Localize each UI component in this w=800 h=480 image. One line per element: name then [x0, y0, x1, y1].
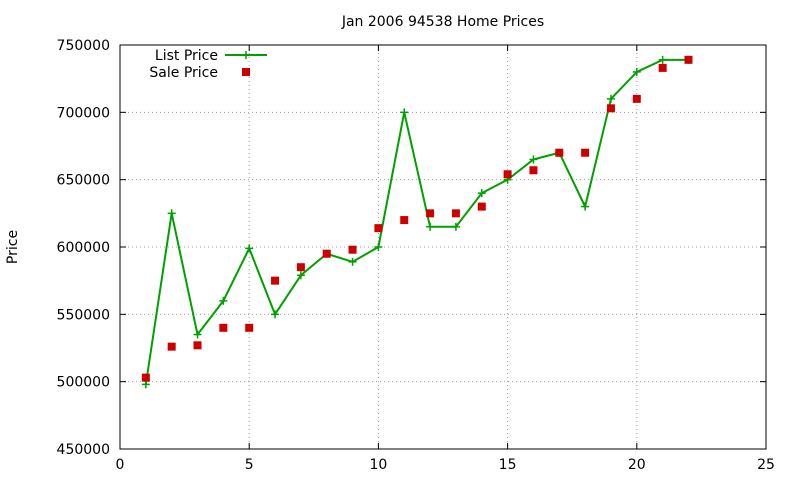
sale-price-point [167, 342, 176, 351]
list-price-point [193, 330, 202, 339]
series-layer [141, 55, 693, 389]
list-price-point [167, 209, 176, 218]
x-tick-label: 25 [757, 457, 775, 473]
grid [120, 45, 766, 449]
y-tick-label: 450000 [57, 442, 110, 458]
list-price-point [658, 55, 667, 64]
sale-price-point [426, 209, 435, 218]
x-tick-label: 20 [628, 457, 646, 473]
list-price-point [219, 296, 228, 305]
sale-price-point [245, 323, 254, 332]
legend-sample-point [242, 51, 250, 59]
legend-label: Sale Price [149, 65, 218, 81]
sale-price-point [348, 245, 357, 254]
sale-price-point [322, 249, 331, 258]
x-tick-label: 0 [116, 457, 125, 473]
list-price-point [451, 222, 460, 231]
sale-price-point [503, 170, 512, 179]
list-price-point [581, 202, 590, 211]
list-price-point [529, 155, 538, 164]
list-price-line [144, 58, 689, 385]
sale-price-point [529, 166, 538, 175]
list-price-point [296, 271, 305, 280]
x-tick-label: 10 [369, 457, 387, 473]
axis-ticks: 0 5 10 15 20 25 450000 500000 550000 600000 650000… [57, 38, 775, 473]
list-price-point [606, 94, 615, 103]
y-tick-label: 550000 [57, 307, 110, 323]
list-price-point [477, 189, 486, 198]
x-tick-label: 15 [499, 457, 517, 473]
list-price-point [245, 244, 254, 253]
y-axis-label: Price [5, 230, 21, 264]
x-tick-label: 5 [245, 457, 254, 473]
sale-price-point [477, 202, 486, 211]
list-price-point [271, 310, 280, 319]
sale-price-point [271, 276, 280, 285]
sale-price-point [400, 216, 409, 225]
sale-price-point [555, 148, 564, 157]
y-tick-label: 750000 [57, 38, 110, 54]
list-price-point [426, 222, 435, 231]
sale-price-point [374, 224, 383, 233]
y-tick-label: 700000 [57, 105, 110, 121]
sale-price-point [193, 341, 202, 350]
y-tick-label: 600000 [57, 240, 110, 256]
y-tick-label: 650000 [57, 173, 110, 189]
list-price-point [348, 257, 357, 266]
list-price-point [141, 380, 150, 389]
list-price-point [632, 67, 641, 76]
sale-price-point [684, 55, 693, 64]
sale-price-point [632, 94, 641, 103]
sale-price-point [141, 373, 150, 382]
chart-title: Jan 2006 94538 Home Prices [341, 14, 544, 30]
legend-label: List Price [155, 48, 218, 64]
y-tick-label: 500000 [57, 375, 110, 391]
list-price-point [400, 108, 409, 117]
legend-sample-point [242, 68, 250, 76]
sale-price-point [219, 323, 228, 332]
list-price-point [374, 243, 383, 251]
sale-price-point [451, 209, 460, 218]
sale-price-point [606, 104, 615, 113]
sale-price-point [658, 63, 667, 72]
sale-price-point [296, 263, 305, 272]
sale-price-point [581, 148, 590, 157]
